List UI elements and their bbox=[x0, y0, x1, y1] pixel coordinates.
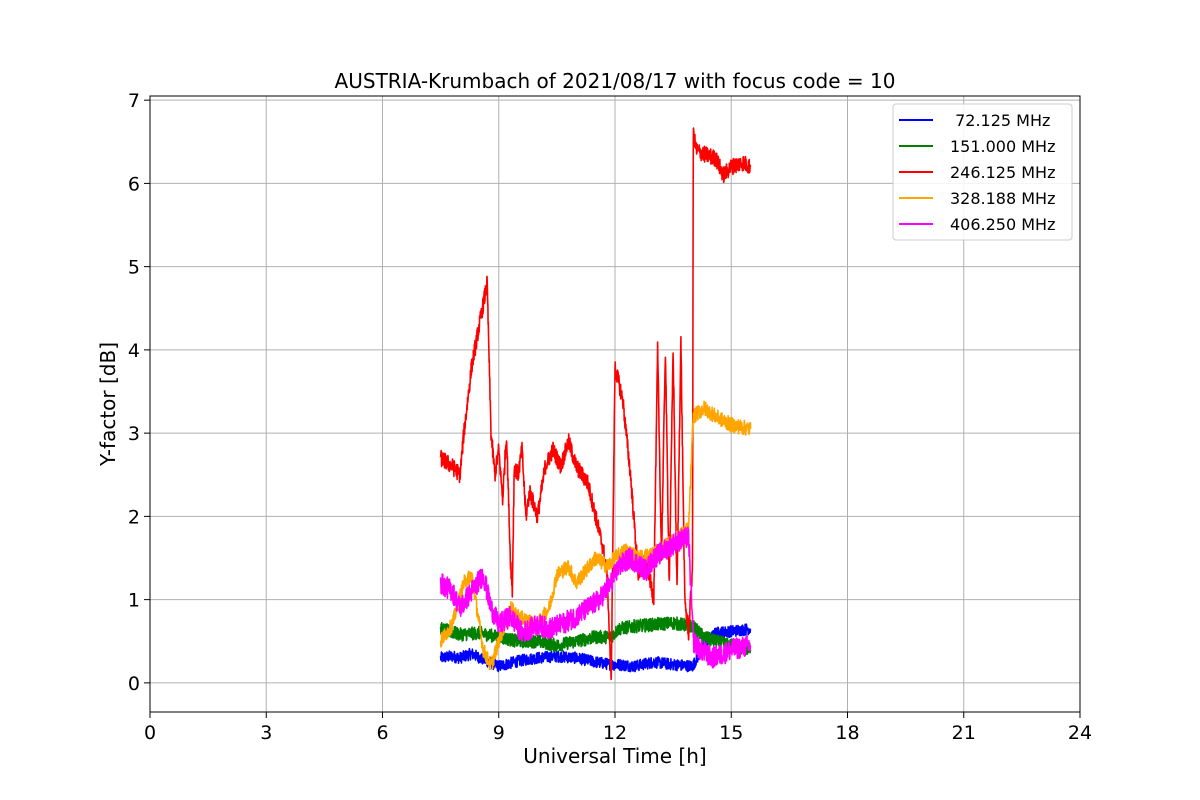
legend-label: 72.125 MHz bbox=[950, 111, 1050, 130]
x-tick-label: 3 bbox=[260, 722, 272, 744]
y-tick-label: 1 bbox=[128, 590, 140, 612]
y-tick-label: 4 bbox=[128, 340, 140, 362]
y-tick-label: 3 bbox=[128, 423, 140, 445]
series-line-3 bbox=[439, 400, 752, 671]
legend-box bbox=[892, 103, 1073, 241]
x-tick-label: 12 bbox=[603, 722, 627, 744]
x-axis-title: Universal Time [h] bbox=[523, 744, 706, 768]
x-tick-label: 6 bbox=[376, 722, 388, 744]
series-line-1 bbox=[439, 616, 752, 656]
x-tick-label: 18 bbox=[835, 722, 859, 744]
series-lines bbox=[439, 127, 752, 681]
x-tick-label: 15 bbox=[719, 722, 743, 744]
series-line-2 bbox=[439, 127, 752, 681]
chart-title: AUSTRIA-Krumbach of 2021/08/17 with focu… bbox=[335, 69, 896, 93]
x-tick-label: 0 bbox=[144, 722, 156, 744]
legend: 72.125 MHz 151.000 MHz 246.125 MHz 328.188 … bbox=[892, 103, 1073, 241]
y-tick-label: 5 bbox=[128, 257, 140, 279]
y-tick-label: 2 bbox=[128, 506, 140, 528]
x-tick-label: 9 bbox=[493, 722, 505, 744]
x-tick-label: 24 bbox=[1068, 722, 1092, 744]
y-tick-label: 6 bbox=[128, 173, 140, 195]
y-tick-label: 7 bbox=[128, 90, 140, 112]
y-tick-label: 0 bbox=[128, 673, 140, 695]
legend-label: 246.125 MHz bbox=[950, 163, 1055, 182]
grid-lines bbox=[149, 96, 1081, 712]
y-axis-title: Y-factor [dB] bbox=[96, 342, 120, 467]
legend-label: 406.250 MHz bbox=[950, 215, 1055, 234]
legend-label: 328.188 MHz bbox=[950, 189, 1055, 208]
legend-label: 151.000 MHz bbox=[950, 137, 1055, 156]
series-line-4 bbox=[439, 526, 752, 669]
x-tick-label: 21 bbox=[952, 722, 976, 744]
